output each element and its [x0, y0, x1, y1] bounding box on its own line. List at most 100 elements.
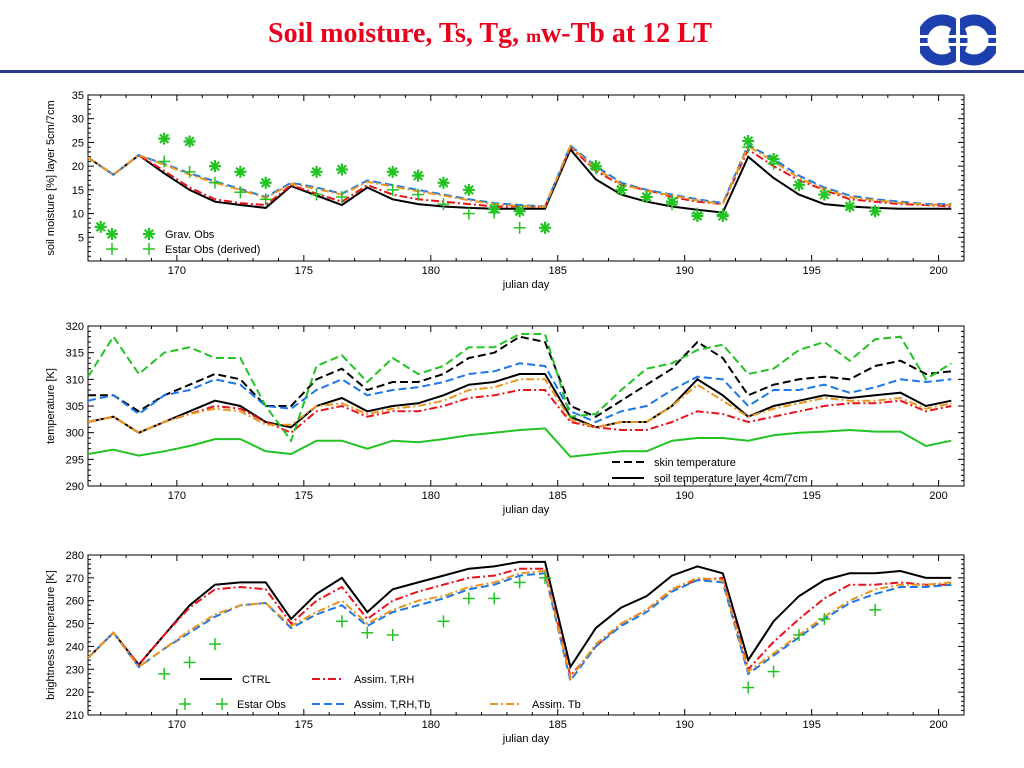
- grav-obs-point: [462, 183, 475, 196]
- series-line: [87, 373, 952, 434]
- y-tick-label: 280: [66, 550, 84, 562]
- grav-obs-point: [259, 176, 272, 189]
- y-tick-label: 310: [66, 374, 84, 386]
- estar-obs-point: [767, 665, 780, 678]
- estar-obs-point: [818, 613, 831, 625]
- estar-obs-point: [843, 200, 856, 213]
- estar-obs-point: [742, 681, 755, 694]
- asterisk-spoke: [159, 133, 170, 144]
- x-tick-label: 175: [295, 719, 313, 731]
- title-main: Soil moisture, Ts, Tg,: [268, 18, 527, 49]
- legend-label: Estar Obs (derived): [165, 244, 260, 256]
- estar-obs-point: [488, 206, 501, 219]
- title-mu: m: [526, 26, 542, 46]
- legend-label: skin temperature: [654, 457, 736, 469]
- asterisk-spoke: [209, 161, 220, 172]
- x-tick-label: 180: [422, 490, 440, 502]
- estar-obs-point: [386, 629, 399, 641]
- plot-frame: [87, 554, 965, 716]
- x-axis-label: julian day: [502, 733, 550, 745]
- y-tick-label: 230: [66, 664, 84, 676]
- estar-obs-point: [335, 615, 348, 628]
- grav-obs-point: [335, 163, 348, 176]
- y-tick-label: 300: [66, 428, 84, 440]
- series-line: [87, 145, 952, 208]
- estar-obs-point: [513, 576, 526, 589]
- estar-obs-point: [792, 179, 805, 192]
- legend-swatch: [143, 243, 155, 255]
- estar-obs-point: [234, 186, 247, 199]
- legend-label: Assim. Tb: [532, 699, 581, 711]
- estar-obs-point: [183, 656, 196, 669]
- estar-obs-point: [361, 626, 374, 639]
- grav-obs-point: [412, 169, 425, 182]
- soil-moisture-chart: 170 175 180 185 190 195 200 5 10 15 20 25 30 35 julian…: [45, 90, 965, 291]
- estar-obs-point: [462, 207, 475, 220]
- estar-obs-point: [412, 188, 425, 201]
- y-tick-label: 35: [72, 90, 84, 102]
- series-line: [87, 567, 952, 679]
- x-tick-label: 195: [802, 719, 820, 731]
- x-tick-label: 200: [929, 490, 947, 502]
- series-line: [87, 572, 952, 684]
- estar-obs-point: [386, 183, 399, 196]
- grav-obs-point: [310, 165, 323, 178]
- y-tick-label: 260: [66, 596, 84, 608]
- estar-obs-point: [792, 629, 805, 641]
- y-tick-label: 295: [66, 454, 84, 466]
- series-line: [87, 362, 952, 424]
- x-tick-label: 185: [549, 490, 567, 502]
- title-rest: w-Tb at 12 LT: [541, 18, 712, 49]
- estar-obs-point: [666, 198, 678, 211]
- legend-label: Assim. T,RH,Tb: [354, 699, 430, 711]
- legend-swatch: [106, 228, 118, 240]
- series-line: [88, 335, 952, 418]
- asterisk-spoke: [311, 166, 322, 177]
- estar-obs-point: [158, 667, 171, 680]
- legend-swatch: [179, 698, 191, 710]
- ecmwf-logo-icon: [920, 10, 996, 70]
- y-tick-label: 290: [66, 481, 84, 493]
- estar-obs-point: [640, 190, 653, 203]
- x-tick-label: 180: [422, 265, 440, 277]
- estar-obs-point: [539, 571, 552, 584]
- legend-label: Assim. T,RH: [354, 674, 414, 686]
- header-divider: [0, 70, 1024, 73]
- legend-label: Estar Obs: [237, 699, 286, 711]
- estar-obs-point: [335, 190, 348, 203]
- estar-obs-point: [818, 188, 831, 201]
- estar-obs-point: [462, 592, 475, 605]
- x-tick-label: 180: [422, 719, 440, 731]
- x-tick-label: 170: [168, 490, 186, 502]
- y-tick-label: 30: [72, 114, 84, 126]
- estar-obs-point: [691, 207, 704, 220]
- y-tick-label: 240: [66, 641, 84, 653]
- grav-obs-point: [158, 132, 171, 145]
- x-axis-label: julian day: [502, 504, 550, 516]
- estar-obs-point: [183, 165, 196, 178]
- x-tick-label: 185: [549, 265, 567, 277]
- asterisk-spoke: [743, 135, 754, 147]
- estar-obs-point: [437, 615, 450, 628]
- asterisk-spoke: [387, 166, 398, 177]
- y-tick-label: 315: [66, 348, 84, 360]
- grav-obs-point: [386, 165, 399, 178]
- series-line: [87, 569, 952, 681]
- y-axis-label: brightness temperature [K]: [45, 570, 57, 700]
- asterisk-spoke: [260, 177, 271, 188]
- asterisk-spoke: [143, 228, 155, 240]
- y-tick-label: 250: [66, 619, 84, 631]
- page-title: Soil moisture, Ts, Tg, mw-Tb at 12 LT: [150, 18, 830, 50]
- legend-swatch: [143, 228, 155, 240]
- asterisk-spoke: [106, 228, 118, 240]
- grav-obs-point: [234, 165, 247, 178]
- legend-label: Grav. Obs: [165, 229, 215, 241]
- estar-obs-point: [259, 193, 272, 206]
- estar-obs-point: [742, 141, 755, 154]
- x-tick-label: 190: [676, 490, 694, 502]
- grav-obs-point: [437, 176, 450, 189]
- x-tick-label: 195: [802, 490, 820, 502]
- y-tick-label: 210: [66, 710, 84, 722]
- y-tick-label: 270: [66, 573, 84, 585]
- plot-frame: [87, 94, 965, 262]
